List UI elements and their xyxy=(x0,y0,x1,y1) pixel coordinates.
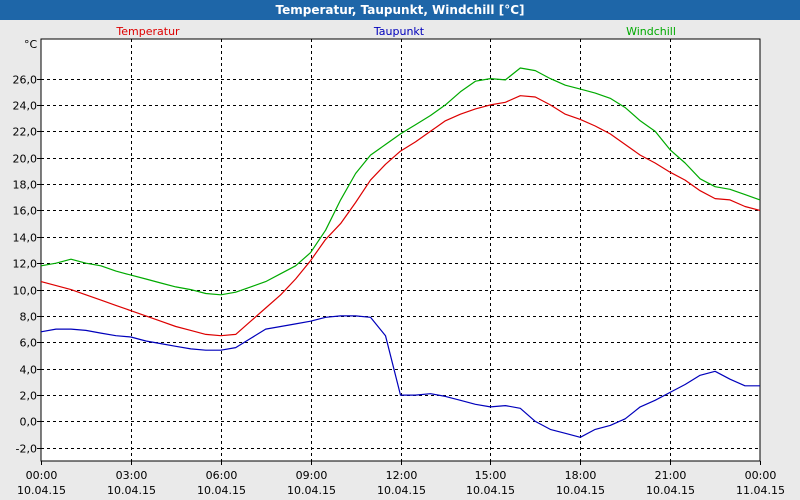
y-tick-label: 8,0 xyxy=(20,311,38,324)
y-tick-label: 6,0 xyxy=(20,337,38,350)
x-tick-date: 10.04.15 xyxy=(287,484,336,497)
x-tick-date: 10.04.15 xyxy=(17,484,66,497)
y-tick-label: 14,0 xyxy=(13,232,38,245)
x-tick-date: 10.04.15 xyxy=(377,484,426,497)
x-tick-time: 18:00 xyxy=(565,469,597,482)
chart-title: Temperatur, Taupunkt, Windchill [°C] xyxy=(0,0,800,20)
legend-temperatur: Temperatur xyxy=(115,25,180,38)
x-tick-time: 00:00 xyxy=(745,469,777,482)
y-axis-unit: °C xyxy=(24,38,38,51)
x-tick-date: 10.04.15 xyxy=(197,484,246,497)
x-tick-time: 00:00 xyxy=(26,469,58,482)
x-tick-time: 09:00 xyxy=(296,469,328,482)
y-tick-label: 10,0 xyxy=(13,285,38,298)
y-tick-label: 22,0 xyxy=(13,126,38,139)
y-tick-label: 4,0 xyxy=(20,364,38,377)
y-tick-label: 24,0 xyxy=(13,100,38,113)
series-line-windchill xyxy=(40,67,761,296)
x-tick-time: 21:00 xyxy=(655,469,687,482)
y-tick-label: 2,0 xyxy=(20,390,38,403)
x-tick-date: 10.04.15 xyxy=(556,484,605,497)
x-tick-time: 03:00 xyxy=(116,469,148,482)
y-tick-label: 16,0 xyxy=(13,205,38,218)
x-tick-time: 15:00 xyxy=(475,469,507,482)
series-line-temperatur xyxy=(40,95,761,337)
y-tick-label: 12,0 xyxy=(13,258,38,271)
x-tick-date: 10.04.15 xyxy=(107,484,156,497)
legend-taupunkt: Taupunkt xyxy=(373,25,425,38)
series-line-taupunkt xyxy=(40,315,760,438)
y-tick-label: 20,0 xyxy=(13,153,38,166)
x-tick-date: 10.04.15 xyxy=(466,484,515,497)
legend-windchill: Windchill xyxy=(626,25,676,38)
x-tick-date: 11.04.15 xyxy=(736,484,785,497)
y-tick-label: -2,0 xyxy=(16,443,37,456)
x-tick-date: 10.04.15 xyxy=(646,484,695,497)
plot-area xyxy=(40,38,761,462)
x-tick-time: 06:00 xyxy=(206,469,238,482)
y-tick-label: 26,0 xyxy=(13,74,38,87)
y-tick-label: 0,0 xyxy=(20,416,38,429)
x-tick-time: 12:00 xyxy=(386,469,418,482)
y-tick-label: 18,0 xyxy=(13,179,38,192)
